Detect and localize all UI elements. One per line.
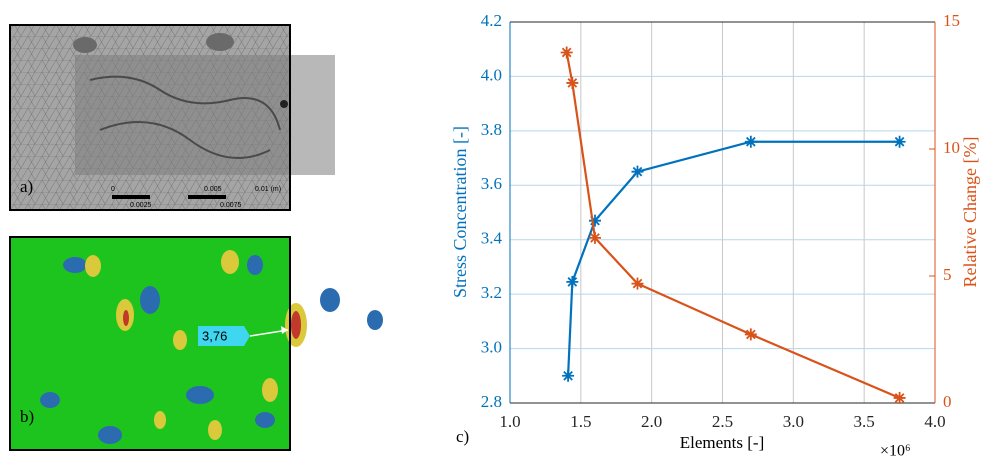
asterisk-marker — [631, 277, 644, 290]
x-tick-label: 1.5 — [570, 412, 591, 431]
y-tick-label: 3.2 — [481, 283, 502, 302]
panel-label: c) — [456, 427, 469, 446]
asterisk-marker — [893, 391, 906, 404]
asterisk-marker — [589, 231, 601, 244]
asterisk-marker — [560, 46, 573, 59]
asterisk-marker — [562, 369, 575, 382]
asterisk-marker — [566, 76, 579, 89]
y2-tick-label: 10 — [943, 138, 960, 157]
y2-tick-label: 15 — [943, 11, 960, 30]
x-multiplier: ×10⁶ — [880, 443, 911, 460]
panel-label: a) — [20, 177, 33, 196]
scale-label: 0.0075 — [220, 202, 242, 209]
asterisk-marker — [744, 328, 757, 341]
mesh-image — [9, 24, 335, 211]
y-tick-label: 3.0 — [481, 337, 502, 356]
asterisk-marker — [744, 135, 757, 148]
scale-label: 0.005 — [204, 186, 222, 193]
x-tick-label: 3.0 — [783, 412, 804, 431]
callout: 3,76 — [202, 328, 227, 343]
panel-label: b) — [20, 407, 34, 426]
x-axis-label: Elements [-] — [680, 433, 765, 452]
y-tick-label: 3.8 — [481, 120, 502, 139]
x-tick-label: 1.0 — [499, 412, 520, 431]
asterisk-marker — [589, 214, 601, 227]
y2-tick-label: 5 — [943, 265, 952, 284]
x-tick-label: 4.0 — [924, 412, 945, 431]
scale-label: 0.0025 — [130, 202, 152, 209]
x-tick-label: 2.5 — [712, 412, 733, 431]
y-tick-label: 3.4 — [481, 229, 503, 248]
y2-tick-label: 0 — [943, 392, 952, 411]
asterisk-marker — [566, 275, 579, 288]
y-tick-label: 3.6 — [481, 174, 502, 193]
asterisk-marker — [631, 165, 644, 178]
asterisk-marker — [893, 135, 906, 148]
contour-image — [9, 236, 383, 451]
x-tick-label: 3.5 — [854, 412, 875, 431]
scale-label: 0 — [111, 186, 115, 193]
y-axis-label: Stress Concentration [-] — [450, 126, 470, 298]
y-tick-label: 4.2 — [481, 11, 502, 30]
y2-axis-label: Relative Change [%] — [960, 137, 980, 288]
scale-label: 0.01 (m) — [255, 186, 281, 193]
y-tick-label: 4.0 — [481, 65, 502, 84]
x-tick-label: 2.0 — [641, 412, 662, 431]
series-line — [566, 140, 900, 376]
chart: 1.0 1.5 2.0 2.5 3.0 3.5 4.0 2.8 3.0 3.2 3.4 3.6 3.8 4… — [481, 11, 960, 431]
series-line — [565, 52, 901, 399]
y-tick-label: 2.8 — [481, 392, 502, 411]
